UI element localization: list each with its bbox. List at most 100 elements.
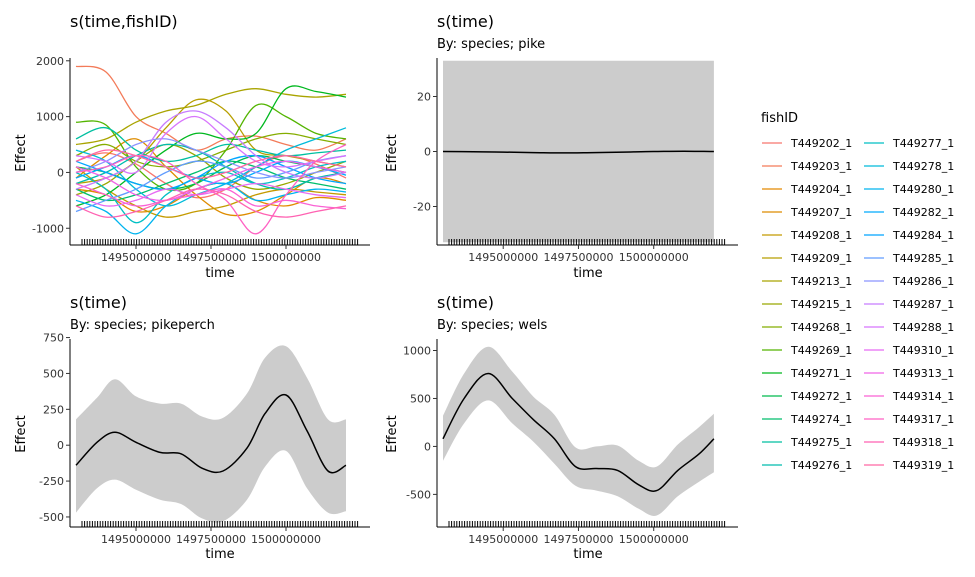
panel-4-title: s(time) — [437, 293, 494, 312]
y-tick-label: -500 — [406, 488, 431, 501]
panel-1-plot-area: -1000 0 1000 2000 1495000000 1497500000 150000… — [32, 55, 370, 264]
y-tick-label: 0 — [57, 439, 64, 452]
panel-2-title: s(time) — [437, 12, 494, 31]
legend-label: T449275_1 — [790, 436, 852, 449]
legend-item-T449215_1: T449215_1 — [762, 298, 852, 311]
series-line-T449215_1 — [75, 143, 347, 196]
legend-label: T449319_1 — [892, 459, 954, 472]
legend-label: T449208_1 — [790, 229, 852, 242]
x-tick-label: 1497500000 — [176, 533, 246, 546]
legend-item-T449213_1: T449213_1 — [762, 275, 852, 288]
smooth-line — [442, 372, 715, 492]
legend-item-T449269_1: T449269_1 — [762, 344, 852, 357]
legend-item-T449203_1: T449203_1 — [762, 160, 852, 173]
legend-item-T449202_1: T449202_1 — [762, 137, 852, 150]
x-tick-label: 1497500000 — [543, 533, 613, 546]
series-line-T449313_1 — [75, 160, 347, 202]
panel-4-xlabel: time — [573, 547, 602, 562]
legend-label: T449310_1 — [892, 344, 954, 357]
series-line-T449278_1 — [75, 127, 347, 207]
y-tick-label: -1000 — [32, 222, 64, 235]
legend-label: T449202_1 — [790, 137, 852, 150]
panel-2-xlabel: time — [573, 266, 602, 281]
rug-marks — [448, 521, 726, 527]
legend-item-T449282_1: T449282_1 — [864, 206, 954, 219]
legend-label: T449203_1 — [790, 160, 852, 173]
series-line-T449310_1 — [75, 182, 347, 207]
legend-label: T449284_1 — [892, 229, 954, 242]
y-tick-label: -500 — [39, 511, 64, 524]
legend-label: T449282_1 — [892, 206, 954, 219]
series-line-T449280_1 — [75, 182, 347, 235]
legend-item-T449286_1: T449286_1 — [864, 275, 954, 288]
legend-label: T449271_1 — [790, 367, 852, 380]
legend-item-T449317_1: T449317_1 — [864, 413, 954, 426]
panel-3-xlabel: time — [205, 547, 234, 562]
legend-item-T449272_1: T449272_1 — [762, 390, 852, 403]
legend-label: T449269_1 — [790, 344, 852, 357]
legend-label: T449314_1 — [892, 390, 954, 403]
legend-item-T449288_1: T449288_1 — [864, 321, 954, 334]
y-tick-label: 1000 — [36, 111, 64, 124]
x-tick-label: 1500000000 — [251, 533, 321, 546]
legend-label: T449286_1 — [892, 275, 954, 288]
panel-1: s(time,fishID) -1000 0 1000 2000 1495000000 1… — [14, 12, 370, 281]
legend-label: T449285_1 — [892, 252, 954, 265]
series-line-T449288_1 — [75, 115, 347, 175]
legend-item-T449274_1: T449274_1 — [762, 413, 852, 426]
legend-label: T449278_1 — [892, 160, 954, 173]
legend: fishID T449202_1 T449203_1 T449204_1 T44920… — [761, 111, 954, 472]
panel-1-title: s(time,fishID) — [70, 12, 178, 31]
legend-item-T449287_1: T449287_1 — [864, 298, 954, 311]
legend-item-T449271_1: T449271_1 — [762, 367, 852, 380]
x-tick-label: 1495000000 — [468, 251, 538, 264]
series-line-T449276_1 — [75, 143, 347, 191]
legend-item-T449276_1: T449276_1 — [762, 459, 852, 472]
legend-label: T449213_1 — [790, 275, 852, 288]
x-tick-label: 1500000000 — [619, 251, 689, 264]
legend-label: T449280_1 — [892, 183, 954, 196]
panel-2-ylabel: Effect — [385, 134, 400, 171]
series-line-T449318_1 — [75, 188, 347, 218]
legend-label: T449276_1 — [790, 459, 852, 472]
legend-label: T449317_1 — [892, 413, 954, 426]
legend-label: T449215_1 — [790, 298, 852, 311]
legend-label: T449288_1 — [892, 321, 954, 334]
confidence-band — [76, 345, 346, 523]
y-tick-label: 250 — [43, 403, 64, 416]
confidence-band — [443, 60, 714, 243]
legend-item-T449275_1: T449275_1 — [762, 436, 852, 449]
legend-item-T449284_1: T449284_1 — [864, 229, 954, 242]
legend-item-T449285_1: T449285_1 — [864, 252, 954, 265]
legend-label: T449274_1 — [790, 413, 852, 426]
panel-4-ylabel: Effect — [385, 415, 400, 452]
y-tick-label: -20 — [413, 201, 431, 214]
y-tick-label: 2000 — [36, 55, 64, 68]
legend-item-T449278_1: T449278_1 — [864, 160, 954, 173]
rug-marks — [448, 239, 726, 245]
series-line-T449274_1 — [75, 160, 347, 202]
y-tick-label: 750 — [43, 332, 64, 345]
legend-title: fishID — [761, 111, 798, 126]
panel-3-ylabel: Effect — [14, 415, 29, 452]
x-tick-label: 1497500000 — [543, 251, 613, 264]
panel-4: s(time) By: species; wels -500 0 500 1000 14… — [385, 293, 738, 562]
panel-2-subtitle: By: species; pike — [437, 37, 545, 52]
legend-item-T449208_1: T449208_1 — [762, 229, 852, 242]
y-tick-label: 0 — [424, 440, 431, 453]
x-tick-label: 1495000000 — [101, 251, 171, 264]
panel-3: s(time) By: species; pikeperch -500 -250 0… — [14, 293, 370, 562]
legend-item-T449207_1: T449207_1 — [762, 206, 852, 219]
legend-item-T449204_1: T449204_1 — [762, 183, 852, 196]
legend-item-T449314_1: T449314_1 — [864, 390, 954, 403]
rug-marks — [81, 521, 359, 527]
panel-4-subtitle: By: species; wels — [437, 318, 547, 333]
legend-item-T449313_1: T449313_1 — [864, 367, 954, 380]
series-line-T449213_1 — [75, 88, 347, 146]
series-line-T449317_1 — [75, 143, 347, 235]
smooth-line — [75, 393, 347, 474]
panel-3-plot-area: -500 -250 0 250 500 750 1495000000 1497500000 15… — [39, 332, 370, 546]
panel-1-ylabel: Effect — [14, 134, 29, 171]
legend-label: T449209_1 — [790, 252, 852, 265]
